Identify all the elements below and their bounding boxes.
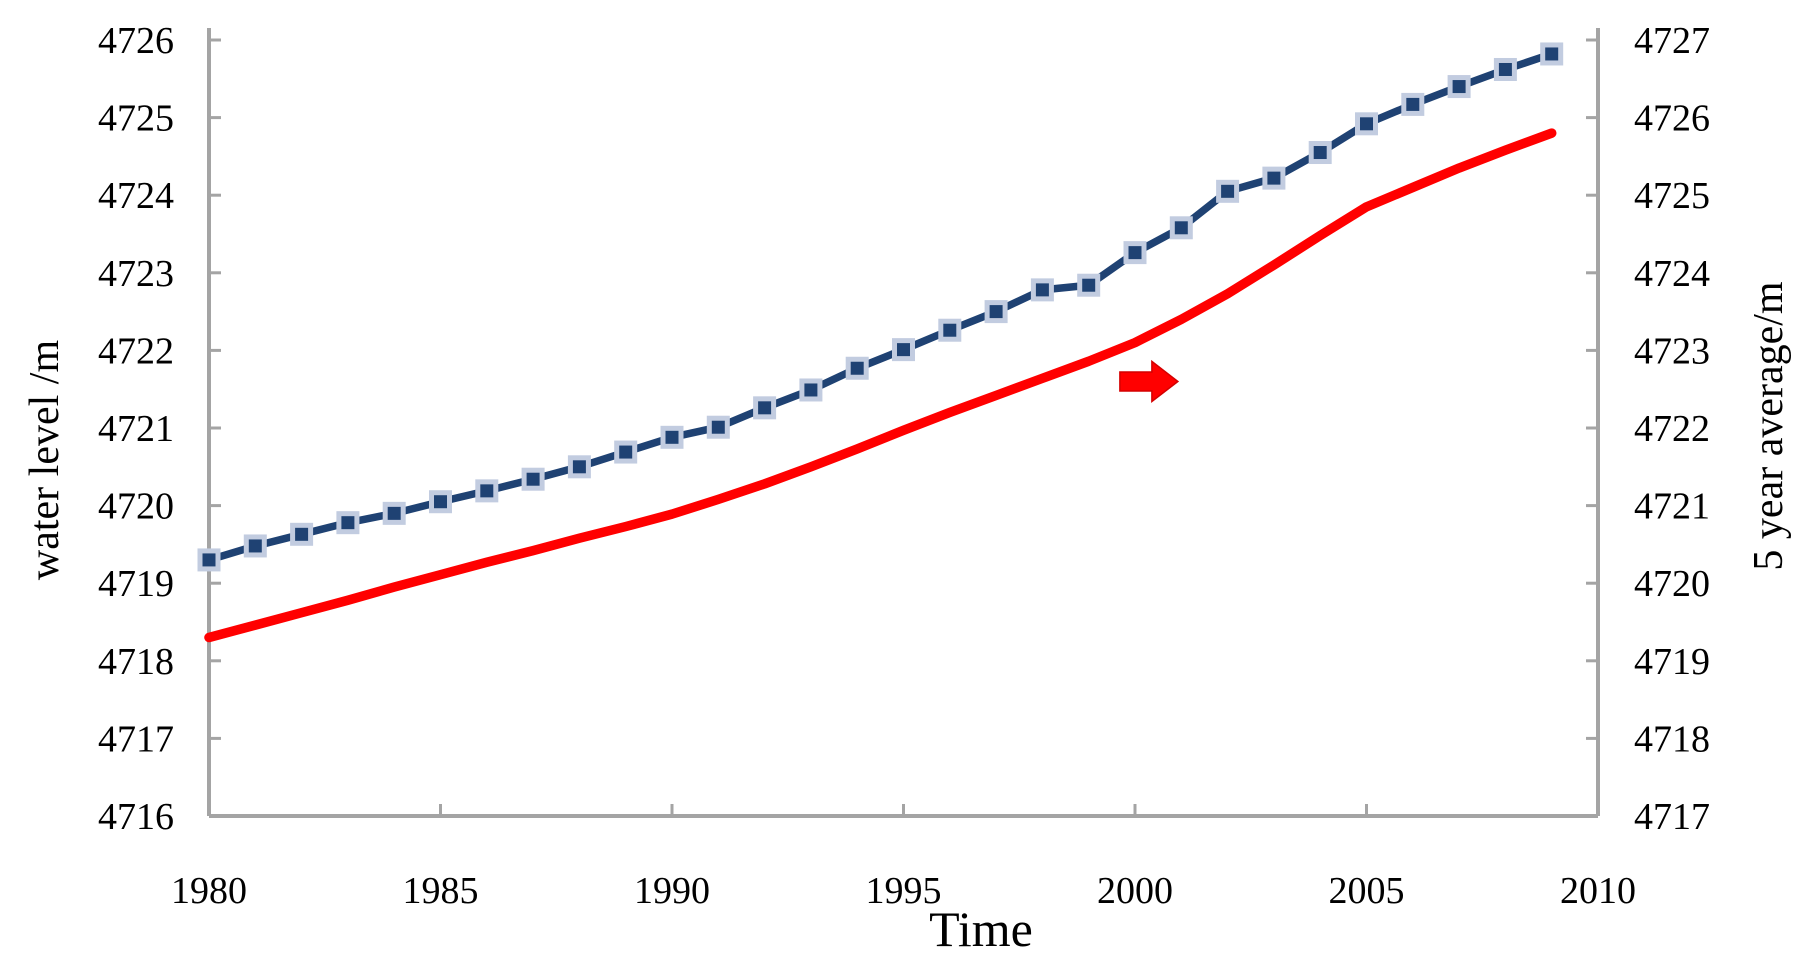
x-tick-label: 1985: [403, 870, 479, 912]
x-tick-label: 1990: [634, 870, 710, 912]
y-right-tick-label: 4722: [1634, 408, 1710, 450]
x-tick-label: 2010: [1560, 870, 1636, 912]
water-level-marker: [521, 467, 545, 491]
y-left-tick-label: 4717: [98, 718, 174, 760]
water-level-marker: [753, 396, 777, 420]
water-level-marker: [290, 522, 314, 546]
y-right-tick-label: 4726: [1634, 98, 1710, 140]
water-level-marker: [706, 415, 730, 439]
y-right-tick-label: 4718: [1634, 718, 1710, 760]
y-left-tick-label: 4716: [98, 796, 174, 838]
y-right-tick-label: 4725: [1634, 175, 1710, 217]
water-level-marker: [475, 479, 499, 503]
water-level-marker: [1447, 75, 1471, 99]
y-right-tick-label: 4719: [1634, 641, 1710, 683]
y-right-tick-label: 4717: [1634, 796, 1710, 838]
y-right-tick-label: 4727: [1634, 20, 1710, 62]
x-axis-title: Time: [929, 901, 1033, 957]
x-tick-label: 2005: [1329, 870, 1405, 912]
y-left-tick-label: 4725: [98, 98, 174, 140]
right-axis-title: 5 year average/m: [1746, 281, 1792, 570]
left-axis-title: water level /m: [22, 340, 68, 581]
water-level-marker: [1077, 273, 1101, 297]
water-level-marker: [1401, 92, 1425, 116]
x-tick-label: 1980: [171, 870, 247, 912]
water-level-marker: [382, 501, 406, 525]
y-left-tick-label: 4724: [98, 175, 174, 217]
five-year-average-line: [204, 128, 1557, 643]
water-level-marker: [1355, 112, 1378, 136]
water-level-marker: [567, 455, 591, 479]
water-level-marker: [938, 318, 962, 342]
y-right-tick-label: 4720: [1634, 563, 1710, 605]
chart-generated-layer: 4716 4717 4718 4719 4720 4721 4722 4723 4724 4725…: [98, 20, 1710, 912]
x-tick-label: 1995: [866, 870, 942, 912]
water-level-marker: [1493, 57, 1517, 81]
water-level-marker: [197, 548, 221, 572]
y-left-tick-label: 4723: [98, 253, 174, 295]
x-tick-label: 2000: [1097, 870, 1173, 912]
water-level-marker: [1030, 278, 1054, 302]
water-level-marker: [429, 490, 452, 514]
water-level-marker: [660, 425, 684, 449]
water-level-marker: [984, 300, 1008, 324]
y-right-tick-label: 4724: [1634, 253, 1710, 295]
y-left-tick-label: 4719: [98, 563, 174, 605]
y-right-tick-label: 4723: [1634, 330, 1710, 372]
water-level-marker: [1123, 241, 1147, 265]
water-level-marker: [892, 338, 915, 362]
y-right-tick-label: 4721: [1634, 486, 1710, 528]
water-level-series-line: [207, 50, 1553, 564]
water-level-marker: [1216, 179, 1240, 203]
y-left-tick-label: 4721: [98, 408, 174, 450]
water-level-marker: [336, 511, 360, 535]
water-level-marker: [1540, 42, 1564, 66]
y-left-tick-label: 4722: [98, 330, 174, 372]
water-level-marker: [1308, 141, 1332, 165]
y-left-tick-label: 4726: [98, 20, 174, 62]
water-level-marker: [614, 440, 638, 464]
water-level-marker: [845, 356, 869, 380]
water-level-marker: [1262, 166, 1286, 190]
y-left-tick-label: 4718: [98, 641, 174, 683]
y-left-tick-label: 4720: [98, 486, 174, 528]
water-level-marker: [1169, 216, 1193, 240]
water-level-marker: [243, 534, 267, 558]
water-level-marker: [799, 378, 823, 402]
red-arrow-annotation: [1119, 359, 1180, 403]
